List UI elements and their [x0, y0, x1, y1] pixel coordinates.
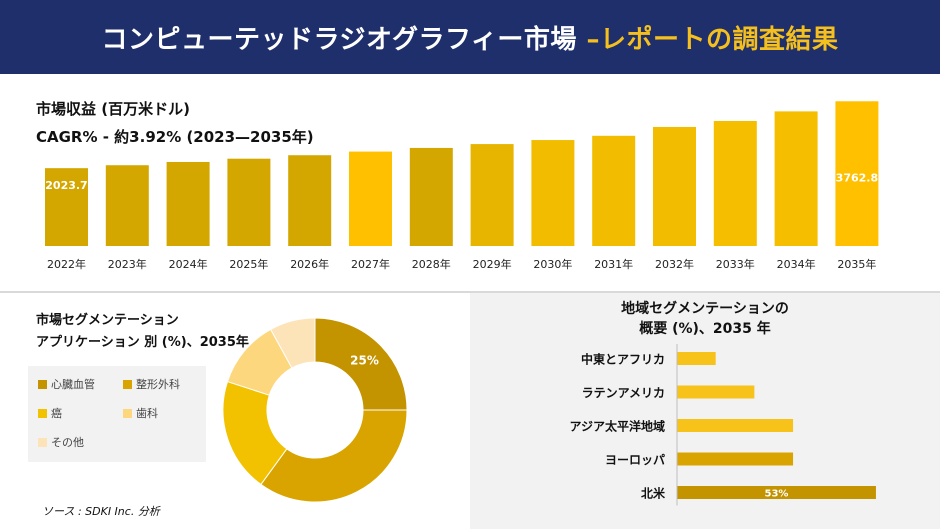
bar — [45, 168, 88, 246]
bar — [166, 161, 210, 246]
x-tick-label: 2025年 — [229, 257, 268, 271]
legend-item: その他 — [38, 434, 84, 450]
legend-label: 心臓血管 — [51, 378, 95, 391]
revenue-label: 市場収益 (百万米ドル) — [36, 100, 190, 118]
legend-item: 心臓血管 — [38, 376, 95, 392]
slice-data-label: 25% — [350, 354, 379, 368]
x-tick-label: 2027年 — [351, 257, 390, 271]
donut-slice — [314, 317, 408, 411]
revenue-bar-chart: 2022年 2023.7 2023年 2024年 2025年 2026年 2027年 2028… — [45, 101, 879, 271]
legend-label: 整形外科 — [136, 378, 180, 391]
bar — [227, 158, 271, 246]
donut-slice — [260, 409, 408, 503]
legend-swatch — [123, 380, 132, 389]
bar-data-label: 3762.8 — [836, 171, 878, 184]
category-label: ヨーロッパ — [605, 453, 665, 467]
segment-title-line2: アプリケーション 別 (%)、2035年 — [36, 335, 249, 350]
category-label: 北米 — [641, 486, 666, 501]
category-label: ラテンアメリカ — [582, 386, 665, 400]
bar — [531, 140, 575, 246]
bar — [288, 155, 332, 246]
x-tick-label: 2022年 — [47, 257, 86, 271]
x-tick-label: 2033年 — [716, 257, 755, 271]
x-tick-label: 2028年 — [412, 257, 451, 271]
section-divider — [0, 291, 940, 293]
x-tick-label: 2029年 — [473, 257, 512, 271]
bar — [470, 144, 514, 246]
bar — [105, 165, 149, 246]
legend-item: 歯科 — [123, 405, 158, 421]
region-title-line2: 概要 (%)、2035 年 — [639, 321, 771, 337]
bar — [409, 147, 453, 246]
legend-item: 癌 — [38, 405, 62, 421]
x-tick-label: 2031年 — [594, 257, 633, 271]
hbar — [677, 352, 716, 365]
bar — [592, 135, 636, 246]
x-tick-label: 2026年 — [290, 257, 329, 271]
hbar — [677, 419, 794, 432]
application-donut-chart: 25% — [222, 317, 408, 503]
bar-data-label: 2023.7 — [45, 179, 87, 192]
x-tick-label: 2032年 — [655, 257, 694, 271]
legend-swatch — [38, 438, 47, 447]
x-tick-label: 2023年 — [108, 257, 147, 271]
title-accent: –レポートの調査結果 — [586, 25, 839, 55]
hbar — [677, 385, 755, 399]
bar — [713, 121, 757, 246]
x-tick-label: 2035年 — [837, 257, 876, 271]
page-title: コンピューテッドラジオグラフィー市場 –レポートの調査結果 — [0, 19, 940, 56]
x-tick-label: 2034年 — [777, 257, 816, 271]
cagr-label: CAGR% - 約3.92% (2023—2035年) — [36, 128, 314, 146]
legend-swatch — [123, 409, 132, 418]
legend-label: その他 — [51, 436, 84, 449]
legend-swatch — [38, 409, 47, 418]
category-label: アジア太平洋地域 — [569, 419, 665, 434]
bar — [653, 126, 696, 246]
x-tick-label: 2024年 — [169, 257, 208, 271]
legend-swatch — [38, 380, 47, 389]
category-label: 中東とアフリカ — [581, 352, 665, 367]
x-tick-label: 2030年 — [533, 257, 572, 271]
title-main: コンピューテッドラジオグラフィー市場 — [101, 25, 587, 55]
region-title-line1: 地域セグメンテーションの — [621, 301, 789, 317]
bar — [774, 111, 818, 246]
header-banner: コンピューテッドラジオグラフィー市場 –レポートの調査結果 — [0, 0, 940, 74]
hbar — [677, 452, 794, 466]
pie-legend: 心臓血管 整形外科 癌 歯科 その他 — [28, 366, 206, 462]
bar — [835, 101, 879, 247]
segment-title-line1: 市場セグメンテーション — [36, 313, 179, 328]
hbar-data-label: 53% — [765, 489, 789, 500]
bar — [349, 151, 392, 246]
legend-label: 歯科 — [136, 407, 158, 420]
source-note: ソース : SDKI Inc. 分析 — [42, 505, 160, 518]
legend-item: 整形外科 — [123, 376, 180, 392]
donut-slice — [269, 317, 316, 369]
legend-label: 癌 — [51, 407, 62, 420]
hbar — [677, 486, 876, 499]
